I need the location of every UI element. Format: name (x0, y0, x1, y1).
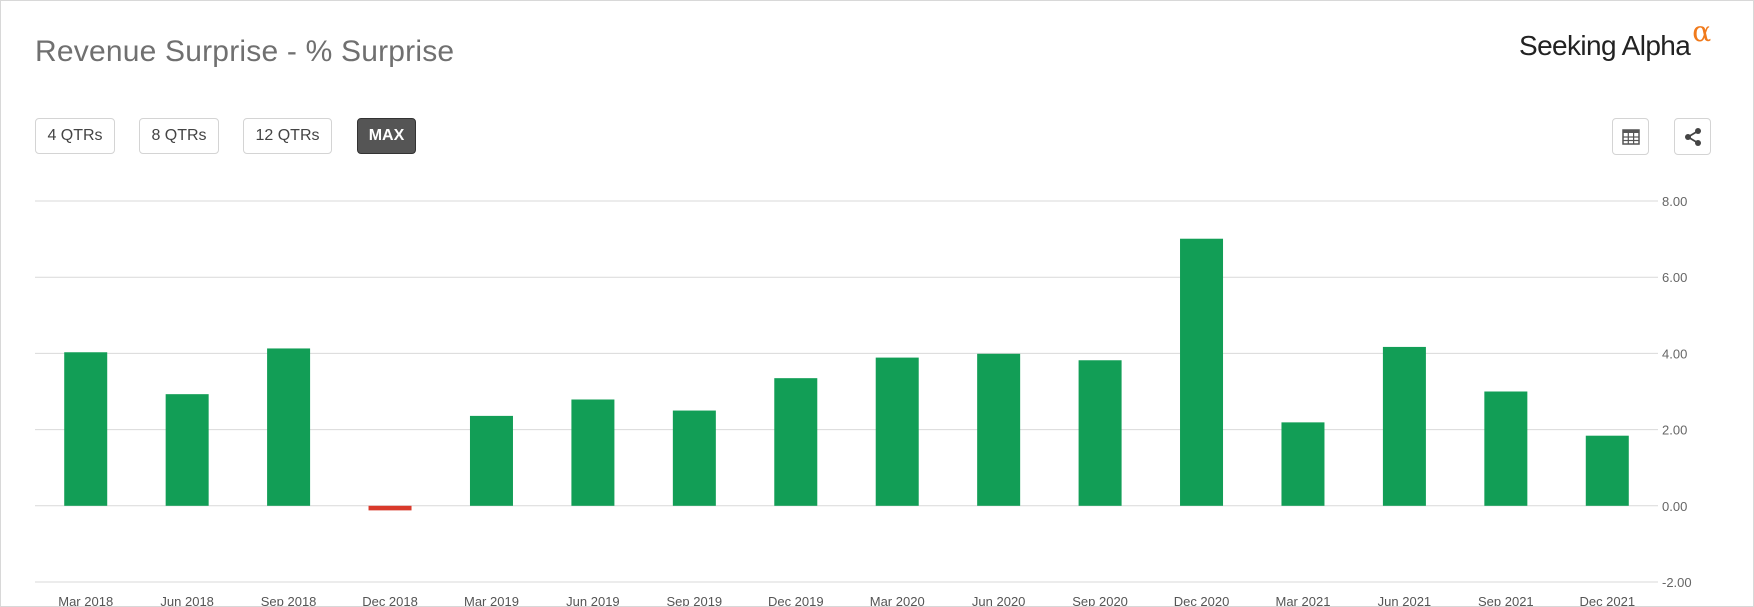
bar-sep-2019[interactable] (672, 410, 716, 506)
y-tick-label: 4.00 (1662, 346, 1687, 361)
bar-mar-2018[interactable] (64, 352, 108, 506)
bar-jun-2021[interactable] (1382, 346, 1426, 506)
bar-mar-2020[interactable] (875, 357, 919, 506)
x-tick-label: Dec 2019 (768, 594, 824, 606)
alpha-symbol: α (1692, 15, 1711, 48)
x-tick-label: Mar 2021 (1276, 594, 1331, 606)
bar-jun-2020[interactable] (977, 353, 1021, 506)
x-tick-label: Mar 2020 (870, 594, 925, 606)
share-icon (1684, 127, 1701, 146)
x-tick-label: Jun 2021 (1378, 594, 1432, 606)
range-button-max[interactable]: MAX (357, 118, 416, 154)
range-button-8-qtrs[interactable]: 8 QTRs (139, 118, 219, 154)
bar-mar-2021[interactable] (1281, 422, 1325, 506)
range-button-12-qtrs[interactable]: 12 QTRs (243, 118, 332, 154)
y-tick-label: 8.00 (1662, 194, 1687, 209)
range-button-4-qtrs[interactable]: 4 QTRs (35, 118, 115, 154)
x-tick-label: Sep 2021 (1478, 594, 1534, 606)
x-tick-label: Jun 2019 (566, 594, 620, 606)
x-tick-label: Dec 2021 (1579, 594, 1635, 606)
bar-mar-2019[interactable] (469, 415, 513, 506)
bar-dec-2021[interactable] (1585, 435, 1629, 506)
x-tick-label: Sep 2019 (667, 594, 723, 606)
bar-sep-2021[interactable] (1484, 391, 1528, 506)
x-tick-label: Sep 2018 (261, 594, 317, 606)
y-tick-label: -2.00 (1662, 575, 1692, 590)
x-tick-label: Dec 2018 (362, 594, 418, 606)
x-tick-label: Mar 2018 (58, 594, 113, 606)
table-icon (1621, 128, 1640, 145)
bar-jun-2018[interactable] (165, 394, 209, 506)
x-tick-label: Jun 2020 (972, 594, 1026, 606)
bar-dec-2018[interactable] (368, 505, 412, 511)
table-view-button[interactable] (1612, 118, 1649, 155)
seeking-alpha-logo[interactable]: Seeking Alphaα (1519, 15, 1711, 62)
x-tick-label: Mar 2019 (464, 594, 519, 606)
bar-jun-2019[interactable] (571, 399, 615, 506)
y-tick-label: 6.00 (1662, 270, 1687, 285)
share-button[interactable] (1674, 118, 1711, 155)
bar-dec-2020[interactable] (1180, 238, 1224, 506)
x-tick-label: Sep 2020 (1072, 594, 1128, 606)
chart-title: Revenue Surprise - % Surprise (35, 35, 455, 68)
brand-name: Seeking Alpha (1519, 30, 1691, 61)
x-tick-label: Jun 2018 (160, 594, 214, 606)
bar-sep-2018[interactable] (267, 348, 311, 506)
bar-dec-2019[interactable] (774, 378, 818, 506)
y-tick-label: 0.00 (1662, 499, 1687, 514)
x-tick-label: Dec 2020 (1174, 594, 1230, 606)
y-tick-label: 2.00 (1662, 423, 1687, 438)
bar-sep-2020[interactable] (1078, 360, 1122, 506)
